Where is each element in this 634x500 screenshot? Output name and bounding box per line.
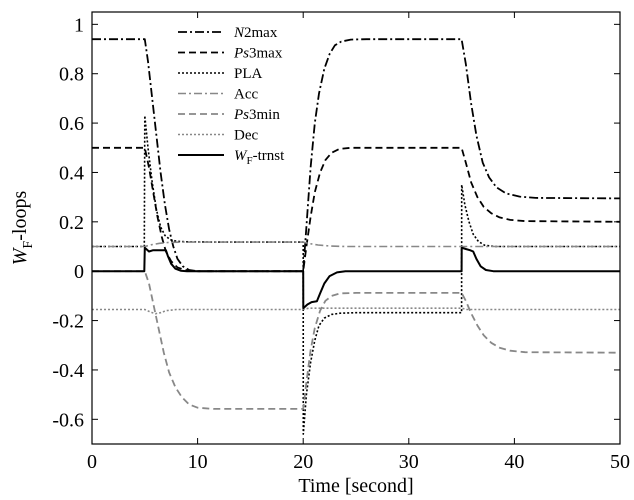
- x-tick-label: 30: [399, 451, 419, 473]
- legend-entry: Ps3max: [233, 46, 283, 62]
- legend-entry: Dec: [234, 128, 258, 144]
- legend-entry-rest: -trnst: [253, 148, 285, 164]
- series-line-2: [92, 114, 620, 435]
- y-axis-label-main: W: [9, 246, 31, 265]
- series-line-3: [92, 241, 620, 248]
- y-axis-label-rest: -loops: [9, 191, 31, 241]
- axis-ticks: [91, 12, 621, 444]
- y-tick-label: 0.4: [59, 162, 84, 184]
- legend-entry: N2max: [233, 25, 278, 41]
- legend-entry-rest: Acc: [234, 87, 258, 103]
- legend-entry-rest: Dec: [234, 128, 258, 144]
- legend-entry: Acc: [234, 87, 258, 103]
- series-line-5: [92, 307, 620, 315]
- legend-entry: WF-trnst: [234, 148, 285, 167]
- y-axis-label: WF-loops: [9, 191, 36, 266]
- legend-entry-rest: 3max: [249, 46, 283, 62]
- y-tick-label: -0.2: [52, 311, 84, 333]
- legend-entry-rest: PLA: [234, 66, 263, 82]
- x-axis-label: Time [second]: [298, 475, 413, 497]
- y-tick-label: 0: [74, 261, 84, 283]
- x-tick-label: 40: [504, 451, 524, 473]
- legend-entry-rest: 3min: [249, 107, 280, 123]
- series-line-0: [92, 38, 621, 273]
- x-tick-label: 0: [87, 451, 97, 473]
- tick-labels: 0 10 20 30 40 50 1 0.8 0.6 0.4 0.2 0 -0.2 -0.4 -0.6: [52, 14, 630, 473]
- series-line-4: [92, 270, 621, 410]
- y-tick-label: 0.2: [59, 212, 84, 234]
- x-tick-label: 10: [188, 451, 208, 473]
- y-tick-label: -0.4: [52, 360, 84, 382]
- legend-entry-italic: N: [233, 25, 245, 41]
- legend-entry: Ps3min: [233, 107, 280, 123]
- legend-entry-italic: Ps: [233, 46, 249, 62]
- legend-entry-italic: Ps: [233, 107, 249, 123]
- legend-entry-subscript: F: [247, 155, 253, 167]
- x-tick-label: 20: [293, 451, 313, 473]
- legend-entry: PLA: [234, 66, 263, 82]
- x-tick-label: 50: [610, 451, 630, 473]
- legend-entry-italic: W: [234, 148, 248, 164]
- legend-entry-rest: 2max: [244, 25, 278, 41]
- y-tick-label: 1: [74, 14, 84, 36]
- y-tick-label: -0.6: [52, 409, 84, 431]
- y-tick-label: 0.8: [59, 64, 84, 86]
- series-line-1: [92, 146, 621, 273]
- series-line-6: [92, 246, 620, 310]
- plot-frame: [91, 11, 621, 445]
- y-axis-label-subscript: F: [21, 241, 36, 249]
- y-tick-label: 0.6: [59, 113, 84, 135]
- series-lines: [92, 38, 621, 435]
